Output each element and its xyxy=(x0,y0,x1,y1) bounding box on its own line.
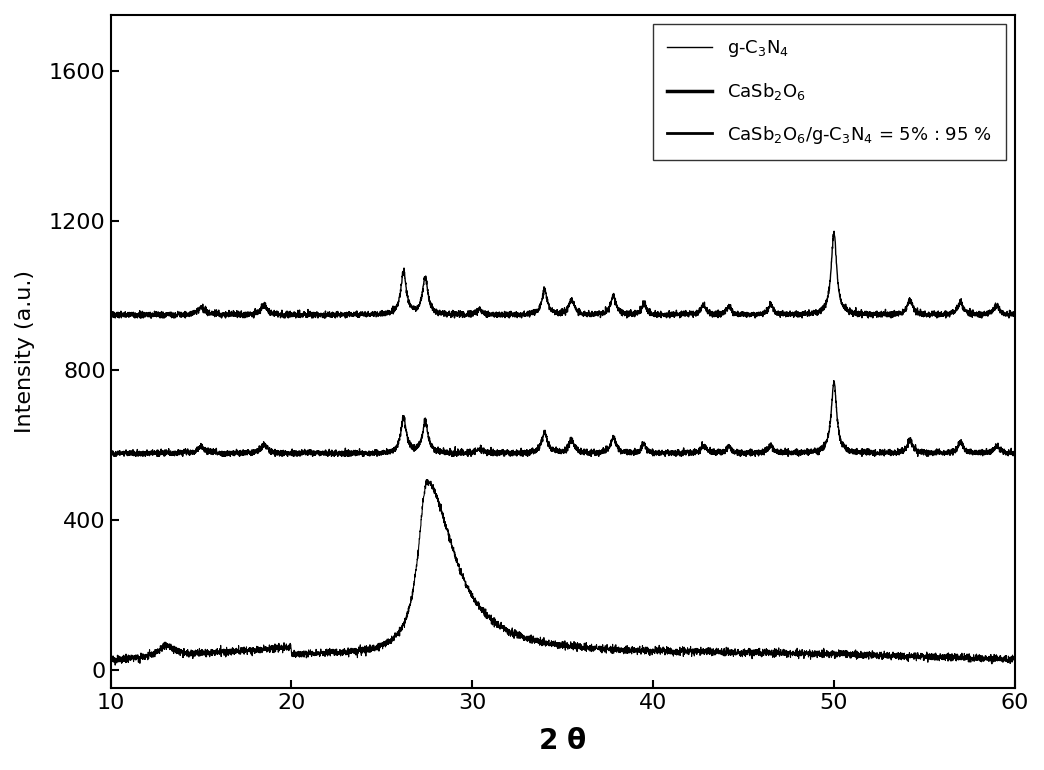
Y-axis label: Intensity (a.u.): Intensity (a.u.) xyxy=(15,270,35,434)
X-axis label: $\mathbf{2\ \theta}$: $\mathbf{2\ \theta}$ xyxy=(539,727,587,755)
Legend: g-C$_3$N$_4$, CaSb$_2$O$_6$, CaSb$_2$O$_6$/g-C$_3$N$_4$ = 5% : 95 %: g-C$_3$N$_4$, CaSb$_2$O$_6$, CaSb$_2$O$_… xyxy=(652,24,1005,160)
